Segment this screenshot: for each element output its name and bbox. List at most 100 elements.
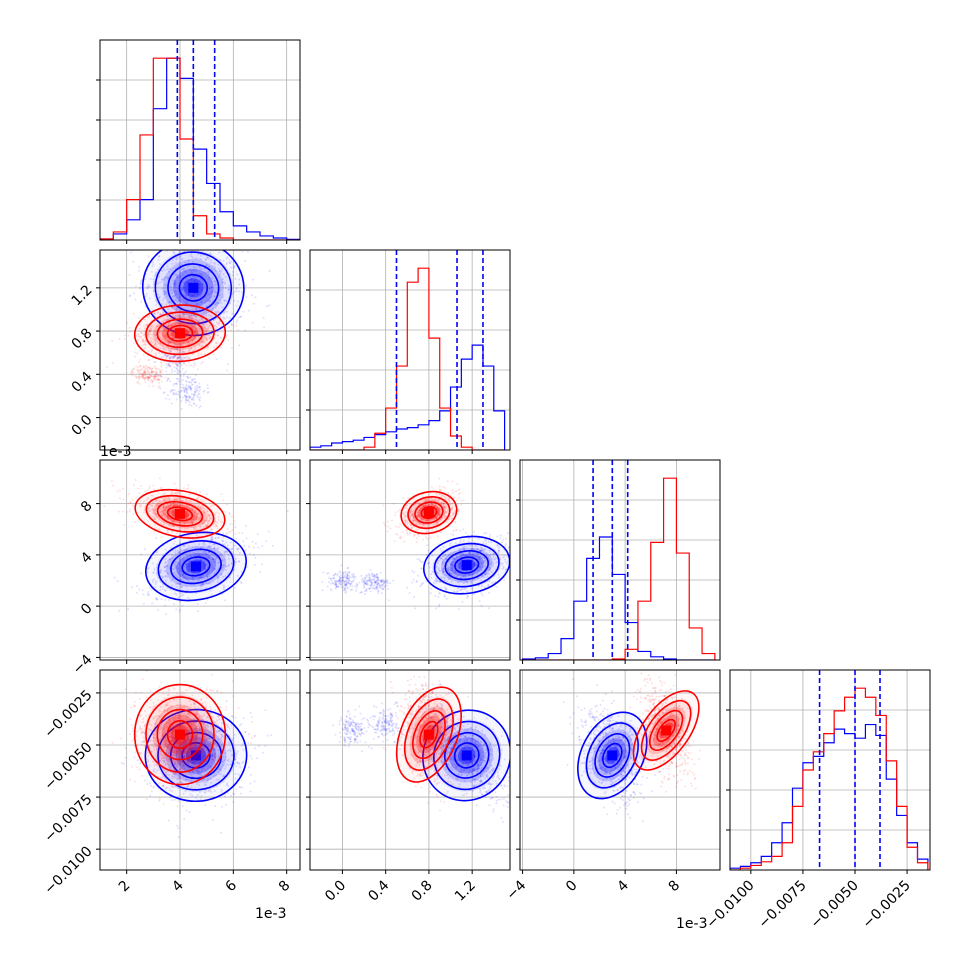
scatter-point (178, 558, 181, 561)
scatter-point (148, 506, 151, 509)
scatter-point (420, 518, 423, 521)
scatter-point (374, 581, 377, 584)
scatter-point (142, 373, 145, 376)
scatter-point (192, 393, 195, 396)
scatter-point (422, 582, 425, 585)
scatter-point (211, 537, 214, 540)
scatter-point (213, 572, 216, 575)
scatter-point (162, 311, 165, 314)
scatter-point (177, 571, 180, 574)
scatter-point (182, 497, 185, 500)
scatter-point (162, 504, 165, 507)
scatter-point (202, 340, 205, 343)
scatter-point (436, 499, 439, 502)
scatter-point (201, 281, 204, 284)
scatter-point (170, 347, 173, 350)
scatter-point (172, 340, 175, 343)
scatter-point (175, 383, 178, 386)
scatter-point (167, 342, 170, 345)
scatter-point (442, 561, 445, 564)
scatter-point (148, 593, 151, 596)
scatter-point (161, 587, 164, 590)
scatter-point (215, 569, 218, 572)
scatter-point (164, 497, 167, 500)
scatter-point (181, 604, 184, 607)
scatter-point (189, 296, 192, 299)
scatter-point (163, 566, 166, 569)
scatter-point (235, 290, 238, 293)
scatter-point (217, 321, 220, 324)
scatter-point (187, 357, 190, 360)
scatter-point (206, 384, 209, 387)
scatter-point (423, 525, 426, 528)
scatter-point (139, 368, 142, 371)
scatter-point (413, 521, 416, 524)
scatter-point (444, 505, 447, 508)
scatter-point (172, 542, 175, 545)
scatter-point (160, 365, 163, 368)
scatter-point (169, 380, 172, 383)
scatter-point (424, 499, 427, 502)
scatter-point (196, 579, 199, 582)
scatter-point (183, 362, 186, 365)
scatter-point (167, 516, 170, 519)
scatter-point (138, 502, 141, 505)
scatter-point (134, 375, 137, 378)
scatter-point (179, 356, 182, 359)
scatter-point (153, 488, 156, 491)
scatter-point (481, 549, 484, 552)
scatter-point (231, 274, 234, 277)
scatter-point (455, 590, 458, 593)
scatter-point (137, 376, 140, 379)
scatter-point (459, 529, 462, 532)
scatter-point (180, 289, 183, 292)
scatter-point (149, 327, 152, 330)
scatter-point (144, 295, 147, 298)
scatter-point (192, 378, 195, 381)
scatter-point (478, 566, 481, 569)
scatter-point (193, 330, 196, 333)
scatter-point (453, 558, 456, 561)
scatter-point (366, 579, 369, 582)
scatter-point (437, 511, 440, 514)
scatter-point (403, 506, 406, 509)
scatter-point (192, 353, 195, 356)
scatter-point (489, 553, 492, 556)
scatter-point (340, 583, 343, 586)
scatter-point (345, 582, 348, 585)
scatter-point (201, 288, 204, 291)
scatter-point (411, 513, 414, 516)
scatter-point (155, 370, 158, 373)
scatter-point (192, 573, 195, 576)
scatter-point (440, 576, 443, 579)
scatter-point (492, 552, 495, 555)
scatter-point (181, 268, 184, 271)
scatter-point (371, 582, 374, 585)
scatter-point (459, 552, 462, 555)
scatter-point (158, 374, 161, 377)
scatter-point (189, 507, 192, 510)
scatter-point (171, 578, 174, 581)
scatter-point (466, 558, 469, 561)
scatter-point (208, 571, 211, 574)
scatter-point (159, 589, 162, 592)
scatter-point (116, 490, 119, 493)
scatter-point (186, 301, 189, 304)
scatter-point (486, 572, 489, 575)
scatter-point (156, 268, 159, 271)
scatter-point (213, 543, 216, 546)
scatter-point (189, 376, 192, 379)
scatter-point (181, 378, 184, 381)
scatter-point (187, 260, 190, 263)
scatter-point (200, 300, 203, 303)
scatter-point (147, 376, 150, 379)
scatter-point (149, 333, 152, 336)
scatter-point (208, 307, 211, 310)
scatter-point (179, 275, 182, 278)
scatter-point (153, 370, 156, 373)
scatter-point (152, 509, 155, 512)
scatter-point (213, 324, 216, 327)
scatter-point (370, 572, 373, 575)
scatter-point (377, 579, 380, 582)
scatter-point (346, 574, 349, 577)
